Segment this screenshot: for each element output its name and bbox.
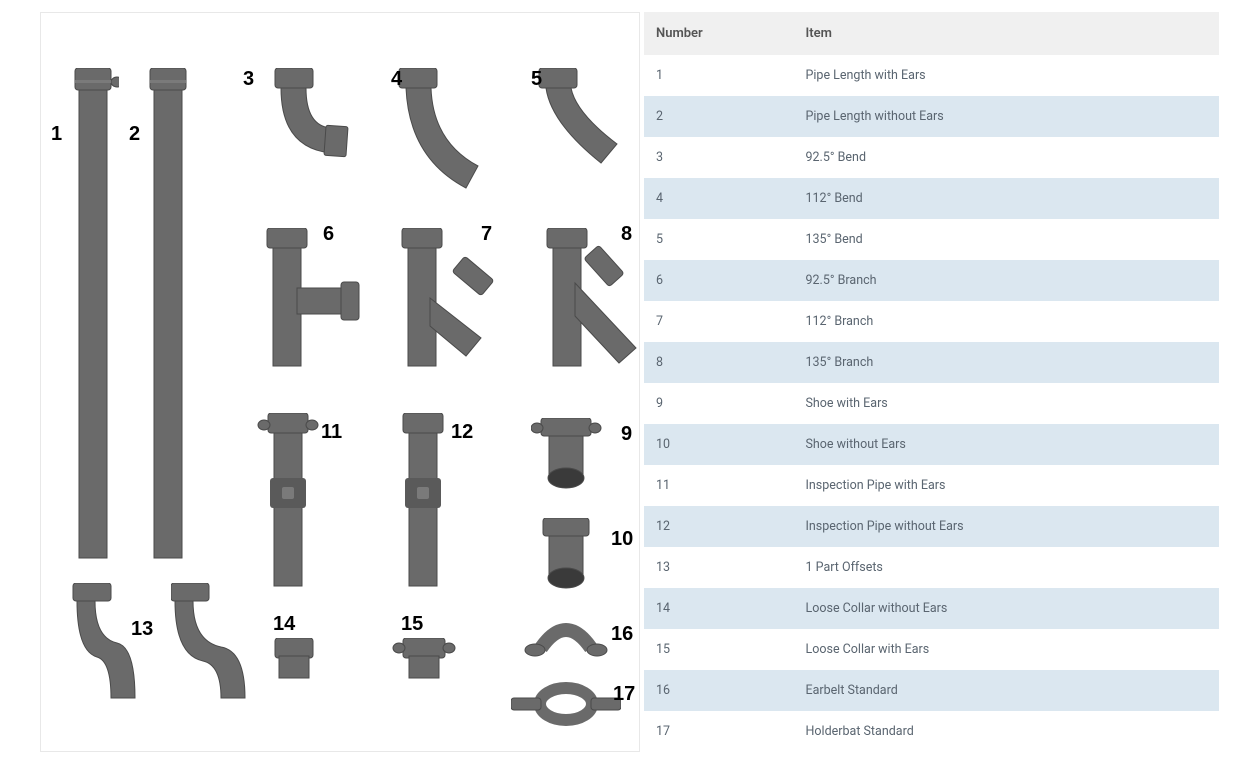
cell-number: 13	[644, 547, 794, 588]
cell-item: 135° Branch	[794, 342, 1220, 383]
cell-item: 1 Part Offsets	[794, 547, 1220, 588]
label-14: 14	[273, 613, 295, 636]
pipe-diagram: 1 2 3 4 5	[40, 12, 640, 752]
cell-number: 4	[644, 178, 794, 219]
cell-number: 2	[644, 96, 794, 137]
offset-left-icon	[71, 583, 141, 713]
table-row: 10Shoe without Ears	[644, 424, 1219, 465]
label-2: 2	[129, 123, 140, 146]
collar-ears-icon	[391, 638, 457, 686]
branch-135-icon	[531, 228, 651, 378]
table-row: 4112° Bend	[644, 178, 1219, 219]
label-9: 9	[621, 423, 632, 446]
cell-item: Pipe Length without Ears	[794, 96, 1220, 137]
cell-item: 112° Bend	[794, 178, 1220, 219]
table-row: 7112° Branch	[644, 301, 1219, 342]
pipe-length-noears-icon	[146, 68, 190, 568]
table-row: 392.5° Bend	[644, 137, 1219, 178]
cell-item: 112° Branch	[794, 301, 1220, 342]
cell-item: Shoe without Ears	[794, 424, 1220, 465]
table-row: 2Pipe Length without Ears	[644, 96, 1219, 137]
cell-number: 15	[644, 629, 794, 670]
cell-number: 12	[644, 506, 794, 547]
earbelt-icon	[521, 618, 611, 668]
cell-number: 10	[644, 424, 794, 465]
cell-number: 8	[644, 342, 794, 383]
table-row: 1Pipe Length with Ears	[644, 55, 1219, 96]
label-1: 1	[51, 123, 62, 146]
parts-table: Number Item 1Pipe Length with Ears2Pipe …	[644, 12, 1219, 752]
table-row: 15Loose Collar with Ears	[644, 629, 1219, 670]
table-row: 11Inspection Pipe with Ears	[644, 465, 1219, 506]
inspection-noears-icon	[391, 413, 455, 593]
cell-number: 3	[644, 137, 794, 178]
shoe-noears-icon	[531, 518, 601, 598]
branch-92-icon	[251, 228, 361, 378]
inspection-ears-icon	[256, 413, 326, 593]
cell-item: Pipe Length with Ears	[794, 55, 1220, 96]
cell-number: 6	[644, 260, 794, 301]
holderbat-icon	[511, 678, 621, 733]
cell-item: Earbelt Standard	[794, 670, 1220, 711]
cell-item: Loose Collar with Ears	[794, 629, 1220, 670]
cell-number: 1	[644, 55, 794, 96]
cell-item: 135° Bend	[794, 219, 1220, 260]
collar-noears-icon	[269, 638, 319, 686]
label-17: 17	[613, 683, 635, 706]
cell-item: Shoe with Ears	[794, 383, 1220, 424]
label-6: 6	[323, 223, 334, 246]
label-7: 7	[481, 223, 492, 246]
table-row: 131 Part Offsets	[644, 547, 1219, 588]
col-number: Number	[644, 12, 794, 55]
label-13: 13	[131, 618, 153, 641]
label-12: 12	[451, 421, 473, 444]
table-header-row: Number Item	[644, 12, 1219, 55]
branch-112-icon	[386, 228, 506, 378]
cell-number: 17	[644, 711, 794, 752]
offset-right-icon	[171, 583, 251, 713]
label-5: 5	[531, 68, 542, 91]
cell-number: 11	[644, 465, 794, 506]
table-row: 12Inspection Pipe without Ears	[644, 506, 1219, 547]
label-10: 10	[611, 528, 633, 551]
cell-item: Holderbat Standard	[794, 711, 1220, 752]
label-11: 11	[321, 421, 342, 444]
table-row: 17Holderbat Standard	[644, 711, 1219, 752]
label-3: 3	[243, 68, 254, 91]
label-15: 15	[401, 613, 423, 636]
label-16: 16	[611, 623, 633, 646]
parts-table-panel: Number Item 1Pipe Length with Ears2Pipe …	[640, 12, 1219, 772]
table-row: 5135° Bend	[644, 219, 1219, 260]
shoe-ears-icon	[531, 418, 611, 498]
cell-number: 14	[644, 588, 794, 629]
table-row: 692.5° Branch	[644, 260, 1219, 301]
cell-item: Inspection Pipe with Ears	[794, 465, 1220, 506]
cell-number: 9	[644, 383, 794, 424]
cell-number: 7	[644, 301, 794, 342]
bend-92-icon	[261, 68, 351, 188]
cell-item: 92.5° Branch	[794, 260, 1220, 301]
label-8: 8	[621, 223, 632, 246]
label-4: 4	[391, 68, 402, 91]
cell-item: Loose Collar without Ears	[794, 588, 1220, 629]
cell-item: Inspection Pipe without Ears	[794, 506, 1220, 547]
table-row: 9Shoe with Ears	[644, 383, 1219, 424]
pipe-length-ears-icon	[71, 68, 119, 568]
cell-number: 16	[644, 670, 794, 711]
cell-number: 5	[644, 219, 794, 260]
table-row: 16Earbelt Standard	[644, 670, 1219, 711]
cell-item: 92.5° Bend	[794, 137, 1220, 178]
table-row: 14Loose Collar without Ears	[644, 588, 1219, 629]
table-row: 8135° Branch	[644, 342, 1219, 383]
col-item: Item	[794, 12, 1220, 55]
